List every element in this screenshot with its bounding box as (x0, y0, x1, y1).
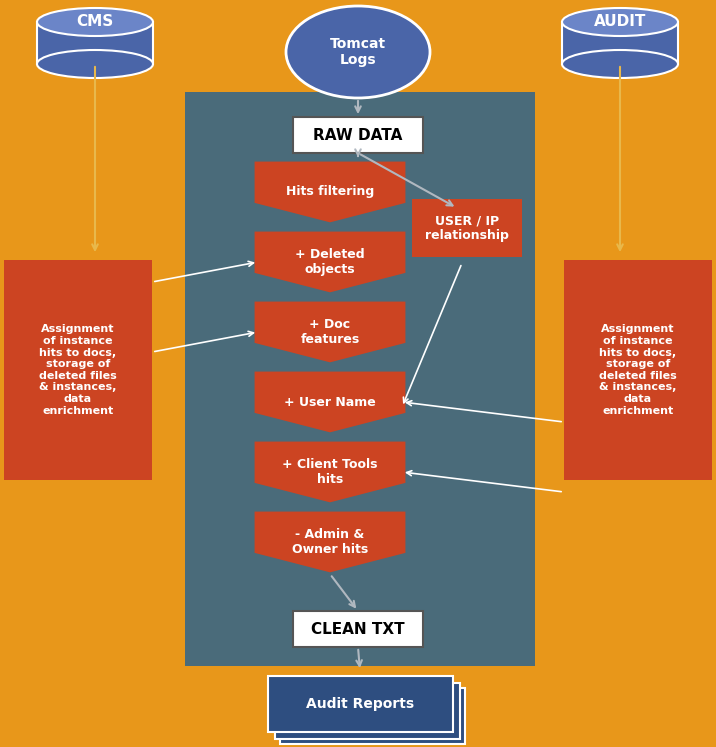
Text: + Client Tools
hits: + Client Tools hits (282, 458, 378, 486)
Ellipse shape (37, 50, 153, 78)
Text: Assignment
of instance
hits to docs,
storage of
deleted files
& instances,
data
: Assignment of instance hits to docs, sto… (39, 324, 117, 415)
Bar (564, 260, 712, 480)
Text: CLEAN TXT: CLEAN TXT (311, 622, 405, 636)
Polygon shape (253, 160, 407, 225)
Bar (412, 199, 522, 257)
Text: USER / IP
relationship: USER / IP relationship (425, 214, 509, 242)
Ellipse shape (37, 8, 153, 36)
Text: + Doc
features: + Doc features (301, 318, 359, 346)
Polygon shape (253, 509, 407, 574)
Text: CMS: CMS (77, 14, 114, 29)
Ellipse shape (562, 8, 678, 36)
Bar (293, 611, 423, 647)
Bar (185, 92, 535, 666)
Text: Audit Reports: Audit Reports (306, 697, 414, 711)
Bar (4, 260, 152, 480)
Text: Hits filtering: Hits filtering (286, 185, 374, 199)
Polygon shape (253, 370, 407, 435)
Bar (275, 683, 460, 739)
Text: RAW DATA: RAW DATA (314, 128, 402, 143)
Ellipse shape (286, 6, 430, 98)
Polygon shape (253, 300, 407, 365)
Bar (293, 117, 423, 153)
Bar (280, 688, 465, 744)
Bar (37, 22, 153, 64)
Ellipse shape (562, 50, 678, 78)
Polygon shape (253, 229, 407, 294)
Bar (268, 676, 453, 732)
Text: Assignment
of instance
hits to docs,
storage of
deleted files
& instances,
data
: Assignment of instance hits to docs, sto… (599, 324, 677, 415)
Text: AUDIT: AUDIT (594, 14, 646, 29)
Text: + Deleted
objects: + Deleted objects (295, 248, 365, 276)
Polygon shape (253, 439, 407, 504)
Text: + User Name: + User Name (284, 395, 376, 409)
Text: - Admin &
Owner hits: - Admin & Owner hits (292, 528, 368, 556)
Text: Tomcat
Logs: Tomcat Logs (330, 37, 386, 67)
Bar (562, 22, 678, 64)
